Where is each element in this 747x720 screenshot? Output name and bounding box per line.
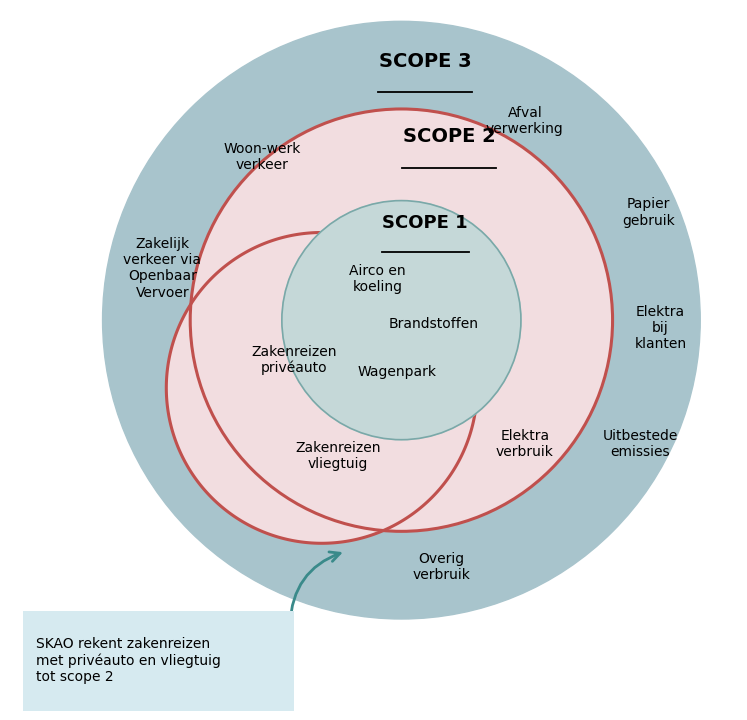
Text: Zakelijk
verkeer via
Openbaar
Vervoer: Zakelijk verkeer via Openbaar Vervoer <box>123 237 202 300</box>
Text: Wagenpark: Wagenpark <box>358 365 437 379</box>
Circle shape <box>190 109 613 531</box>
Text: Airco en
koeling: Airco en koeling <box>349 264 406 294</box>
Text: Overig
verbruik: Overig verbruik <box>412 552 470 582</box>
Text: Elektra
verbruik: Elektra verbruik <box>496 428 554 459</box>
Text: Brandstoffen: Brandstoffen <box>388 317 478 331</box>
Text: SCOPE 3: SCOPE 3 <box>379 52 471 71</box>
Text: Elektra
bij
klanten: Elektra bij klanten <box>634 305 686 351</box>
Text: SKAO rekent zakenreizen
met privéauto en vliegtuig
tot scope 2: SKAO rekent zakenreizen met privéauto en… <box>37 637 221 684</box>
Polygon shape <box>167 233 477 544</box>
Text: Uitbestede
emissies: Uitbestede emissies <box>603 428 678 459</box>
FancyBboxPatch shape <box>23 611 294 711</box>
Text: Zakenreizen
privéauto: Zakenreizen privéauto <box>251 345 337 375</box>
Text: Zakenreizen
vliegtuig: Zakenreizen vliegtuig <box>295 441 380 471</box>
Text: Papier
gebruik: Papier gebruik <box>622 197 675 228</box>
Circle shape <box>102 22 700 619</box>
Circle shape <box>282 201 521 440</box>
Text: SCOPE 2: SCOPE 2 <box>403 127 495 146</box>
Text: Woon-werk
verkeer: Woon-werk verkeer <box>223 142 300 172</box>
Text: SCOPE 1: SCOPE 1 <box>382 214 468 232</box>
FancyArrowPatch shape <box>290 552 340 624</box>
Text: Afval
verwerking: Afval verwerking <box>486 106 564 136</box>
